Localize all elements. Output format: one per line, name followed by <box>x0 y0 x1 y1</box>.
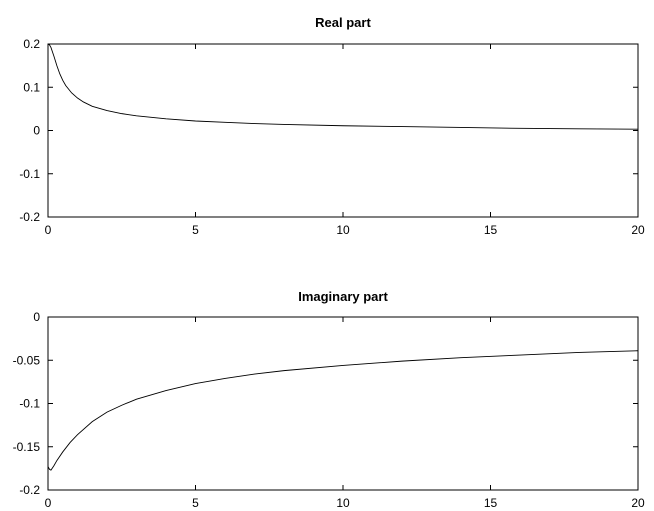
real-part-curve <box>47 43 639 130</box>
real-part-ticks <box>47 43 639 218</box>
imaginary-part-tick-labels: 0 5 10 15 20 0 -0.05 -0.1 -0.15 -0.2 <box>13 310 645 510</box>
imaginary-part-ytick-label: -0.2 <box>19 483 40 497</box>
real-part-xtick-label: 5 <box>192 223 199 237</box>
imaginary-part-xtick-label: 10 <box>336 496 350 510</box>
real-part-xtick-label: 20 <box>631 223 645 237</box>
real-part-title: Real part <box>315 15 371 30</box>
real-part-xtick-label: 10 <box>336 223 350 237</box>
imaginary-part-ticks <box>47 316 639 491</box>
real-part-xtick-label: 0 <box>45 223 52 237</box>
imaginary-part-ytick-label: -0.15 <box>13 440 41 454</box>
imaginary-part-xtick-label: 0 <box>45 496 52 510</box>
imaginary-part-xtick-label: 20 <box>631 496 645 510</box>
imaginary-part-xtick-label: 15 <box>484 496 498 510</box>
real-part-ytick-label: 0.1 <box>23 80 40 94</box>
real-part-ytick-label: -0.2 <box>19 210 40 224</box>
real-part-xtick-label: 15 <box>484 223 498 237</box>
imaginary-part-ytick-label: -0.05 <box>13 353 41 367</box>
real-part-ytick-label: 0 <box>33 124 40 138</box>
real-part-tick-labels: 0 5 10 15 20 0.2 0.1 0 -0.1 -0.2 <box>19 37 645 237</box>
imaginary-part-axes <box>47 316 639 491</box>
real-part-ytick-label: -0.1 <box>19 167 40 181</box>
real-part-plot: Real part 0 5 10 15 20 0.2 0.1 0 -0.1 -0.2 <box>19 15 645 237</box>
imaginary-part-ytick-label: 0 <box>33 310 40 324</box>
imaginary-part-plot: Imaginary part 0 5 10 15 20 0 -0.05 -0.1 -0.15 -0… <box>13 289 645 510</box>
real-part-axes <box>47 43 639 218</box>
imaginary-part-title: Imaginary part <box>298 289 388 304</box>
imaginary-part-ytick-label: -0.1 <box>19 397 40 411</box>
imaginary-part-curve <box>47 350 639 471</box>
imaginary-part-xtick-label: 5 <box>192 496 199 510</box>
real-part-ytick-label: 0.2 <box>23 37 40 51</box>
